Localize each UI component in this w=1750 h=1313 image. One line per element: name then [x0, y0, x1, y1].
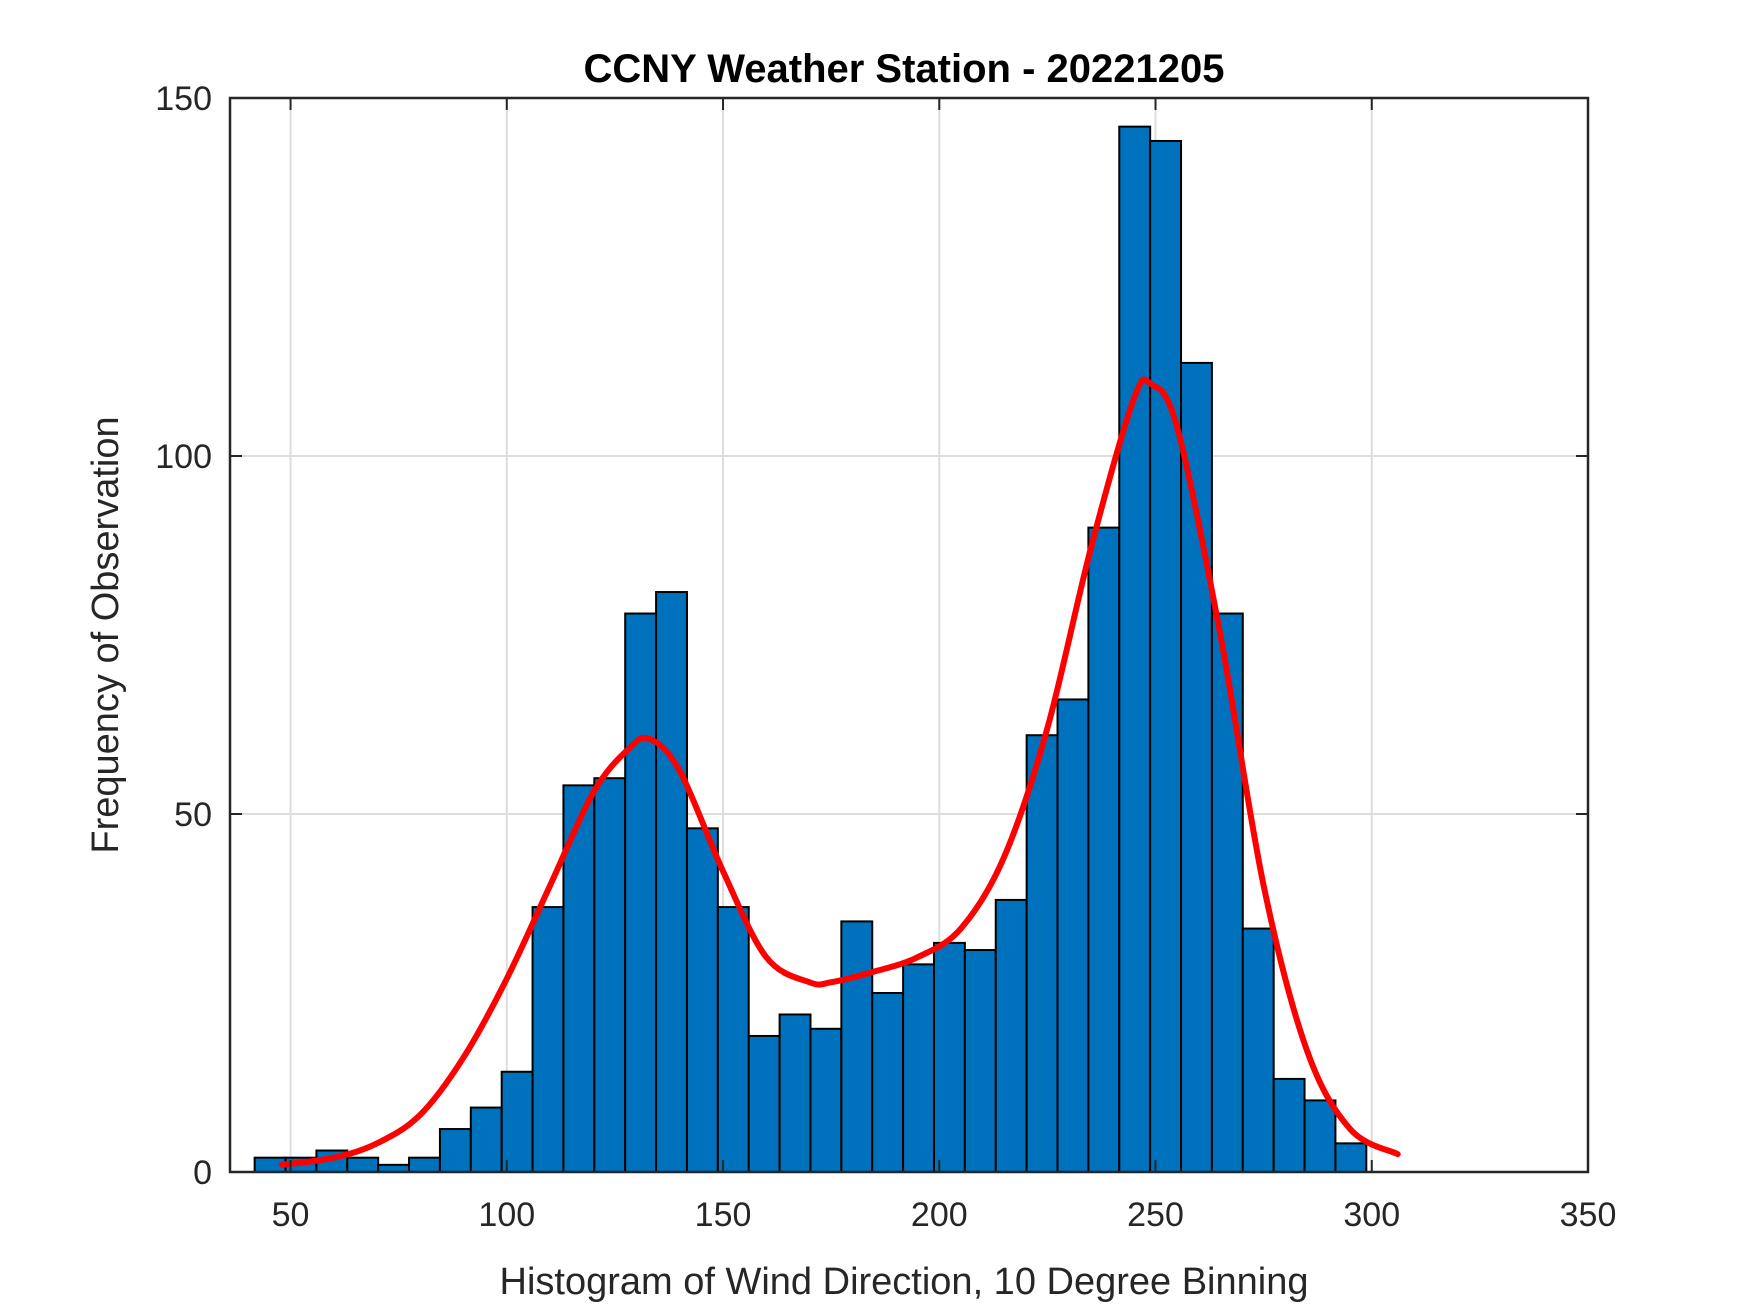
histogram-bar [408, 1156, 441, 1174]
y-axis-label: Frequency of Observation [85, 416, 127, 853]
histogram-bar [902, 963, 935, 1173]
histogram-bar [809, 1027, 843, 1174]
histogram-bars [253, 125, 1368, 1174]
histogram-bar [593, 777, 627, 1173]
distribution-fit-curve [278, 376, 1401, 1168]
y-tick-label: 0 [193, 1154, 212, 1192]
x-tick-labels: 50 100 150 200 250 300 350 [272, 1196, 1617, 1234]
histogram-bar [840, 920, 874, 1174]
histogram-bar [346, 1156, 380, 1174]
histogram-bar [1087, 526, 1121, 1173]
y-tick-label: 150 [155, 80, 212, 118]
histogram-bar [1210, 612, 1244, 1173]
plot-frame [228, 96, 1590, 1174]
x-tick-label: 250 [1127, 1196, 1184, 1234]
histogram-bar [1180, 361, 1213, 1174]
x-tick-label: 150 [695, 1196, 752, 1234]
histogram-bar [1025, 734, 1059, 1173]
chart-title: CCNY Weather Station - 20221205 [584, 47, 1225, 91]
y-tick-label: 100 [155, 438, 212, 476]
x-tick-label: 300 [1343, 1196, 1400, 1234]
axis-ticks [230, 97, 1589, 1173]
y-tick-label: 50 [174, 796, 212, 834]
histogram-bar [778, 1013, 812, 1173]
x-tick-label: 100 [478, 1196, 535, 1234]
histogram-bar [655, 591, 688, 1173]
histogram-bar [624, 612, 658, 1173]
histogram-bar [1334, 1142, 1368, 1173]
histogram-bar [932, 941, 966, 1173]
histogram-bar [685, 827, 719, 1173]
x-tick-label: 350 [1560, 1196, 1617, 1234]
histogram-bar [438, 1128, 472, 1174]
histogram-bar [871, 992, 905, 1173]
histogram-bar [1241, 927, 1275, 1173]
x-tick-label: 200 [911, 1196, 968, 1234]
histogram-bar [994, 898, 1028, 1173]
histogram-bar [747, 1034, 781, 1173]
histogram-bar [1303, 1099, 1337, 1174]
histogram-bar [963, 949, 997, 1173]
y-tick-labels: 0 50 100 150 [155, 80, 212, 1192]
histogram-bar [469, 1106, 503, 1174]
x-axis-label: Histogram of Wind Direction, 10 Degree B… [500, 1261, 1309, 1303]
histogram-bar [1056, 698, 1090, 1173]
histogram-bar [500, 1070, 534, 1174]
histogram-bar [1149, 139, 1183, 1174]
histogram-bar [1272, 1077, 1306, 1174]
histogram-bar [531, 906, 565, 1174]
x-tick-label: 50 [272, 1196, 310, 1234]
histogram-bar [1118, 125, 1152, 1173]
histogram-bar [716, 906, 750, 1174]
